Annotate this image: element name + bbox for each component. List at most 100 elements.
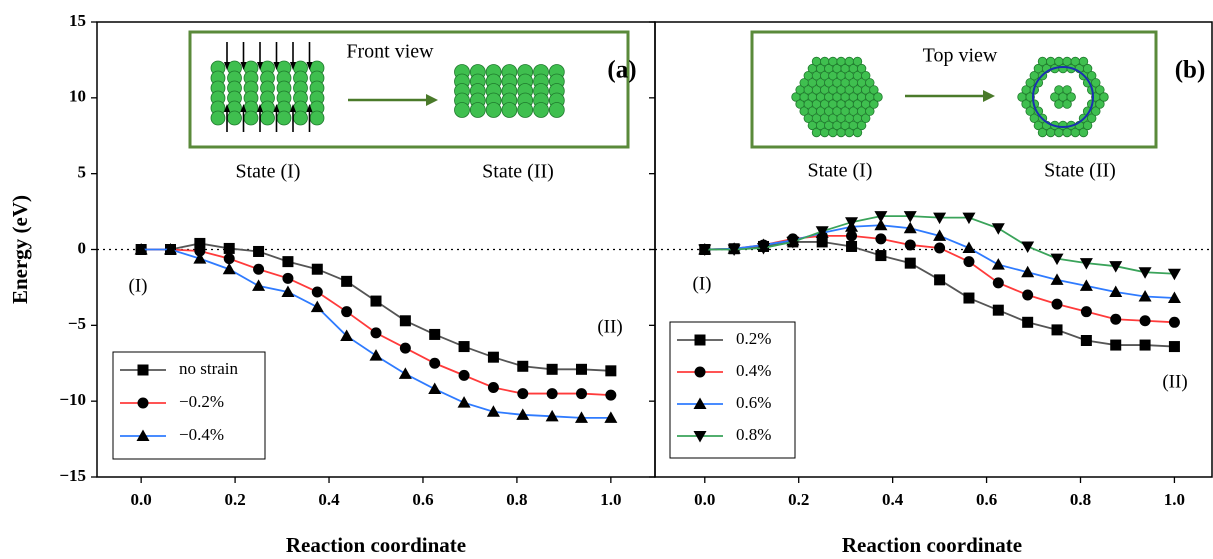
marker xyxy=(1110,339,1122,351)
marker xyxy=(1109,261,1123,273)
inset-sphere xyxy=(517,102,534,118)
marker xyxy=(1109,285,1123,297)
legend-label: −0.2% xyxy=(179,392,224,411)
inset-sphere xyxy=(548,102,565,118)
inset-sphere xyxy=(1078,56,1089,67)
inset-sphere xyxy=(865,78,875,88)
inset-sphere xyxy=(454,102,470,118)
marker xyxy=(370,327,382,339)
inset-sphere xyxy=(1066,92,1076,102)
marker xyxy=(934,274,946,286)
marker xyxy=(282,256,294,268)
strain-arrow-head xyxy=(306,104,313,112)
inset-sphere xyxy=(861,113,871,124)
inset-ring xyxy=(1032,66,1094,128)
annotation: (II) xyxy=(1162,371,1187,392)
marker xyxy=(546,388,558,400)
marker xyxy=(428,382,442,395)
state-label: State (II) xyxy=(482,161,554,183)
legend-marker xyxy=(694,334,706,346)
marker xyxy=(933,212,947,225)
state-label: State (I) xyxy=(236,161,301,183)
x-tick-label: 0.0 xyxy=(694,490,715,509)
marker xyxy=(816,236,828,248)
marker xyxy=(429,357,441,369)
inset-sphere xyxy=(865,106,875,116)
marker xyxy=(1079,279,1093,291)
marker xyxy=(1050,273,1064,285)
y-tick-label: 10 xyxy=(69,87,86,106)
marker xyxy=(1168,316,1180,328)
marker xyxy=(963,292,975,304)
legend-marker xyxy=(694,366,706,378)
inset-sphere xyxy=(1082,63,1093,74)
marker xyxy=(904,257,916,269)
marker xyxy=(516,408,530,420)
inset-sphere xyxy=(1091,106,1101,116)
marker xyxy=(545,409,559,422)
inset-sphere xyxy=(1095,99,1105,109)
marker xyxy=(370,295,382,307)
marker xyxy=(311,263,323,275)
strain-arrow-head xyxy=(306,62,313,70)
marker xyxy=(517,388,529,400)
marker xyxy=(1021,241,1035,253)
inset-sphere xyxy=(260,110,275,126)
marker xyxy=(727,244,741,256)
marker xyxy=(933,229,947,241)
marker xyxy=(903,221,917,234)
y-tick-label: −15 xyxy=(59,466,86,485)
marker xyxy=(991,223,1005,235)
marker xyxy=(1139,339,1151,351)
state-label: State (I) xyxy=(808,160,873,182)
inset-sphere xyxy=(309,110,325,126)
marker xyxy=(311,286,323,298)
legend-label: 0.2% xyxy=(736,329,771,348)
strain-arrow-head xyxy=(240,104,247,112)
marker xyxy=(575,363,587,375)
inset-sphere xyxy=(1091,78,1101,88)
inset-sphere xyxy=(1082,120,1093,131)
x-tick-label: 0.2 xyxy=(788,490,809,509)
x-tick-label: 0.6 xyxy=(976,490,997,509)
marker xyxy=(134,243,148,255)
panel-label: (b) xyxy=(1175,57,1206,84)
marker xyxy=(341,275,353,287)
x-tick-label: 1.0 xyxy=(1164,490,1185,509)
x-axis-label: Reaction coordinate xyxy=(842,533,1022,557)
y-tick-label: 15 xyxy=(69,11,86,30)
annotation: (I) xyxy=(129,275,148,296)
marker xyxy=(992,277,1004,289)
marker xyxy=(1080,306,1092,318)
annotation: (II) xyxy=(597,316,622,337)
marker xyxy=(398,367,412,379)
inset-sphere xyxy=(861,70,871,81)
inset-sphere xyxy=(1086,113,1097,124)
marker xyxy=(1021,265,1035,278)
marker xyxy=(1168,341,1180,353)
marker xyxy=(962,212,976,225)
inset-view: Front view xyxy=(346,41,434,63)
strain-arrow-head xyxy=(224,104,230,112)
inset-sphere xyxy=(852,127,863,138)
marker xyxy=(1139,315,1151,327)
marker xyxy=(429,328,441,340)
strain-arrow-head xyxy=(257,62,263,70)
strain-arrow-head xyxy=(290,104,296,112)
marker xyxy=(786,236,800,249)
marker xyxy=(458,341,470,353)
marker xyxy=(193,252,207,264)
marker xyxy=(1167,291,1181,304)
inset-sphere xyxy=(293,110,308,126)
marker xyxy=(1022,316,1034,328)
legend-marker xyxy=(136,429,150,441)
inset-sphere xyxy=(276,110,292,126)
y-tick-label: 0 xyxy=(78,238,87,257)
marker xyxy=(1051,324,1063,336)
marker xyxy=(1022,289,1034,301)
inset-sphere xyxy=(1062,85,1072,95)
marker xyxy=(934,242,946,254)
marker xyxy=(874,211,888,223)
inset-arrow-head xyxy=(426,94,438,106)
